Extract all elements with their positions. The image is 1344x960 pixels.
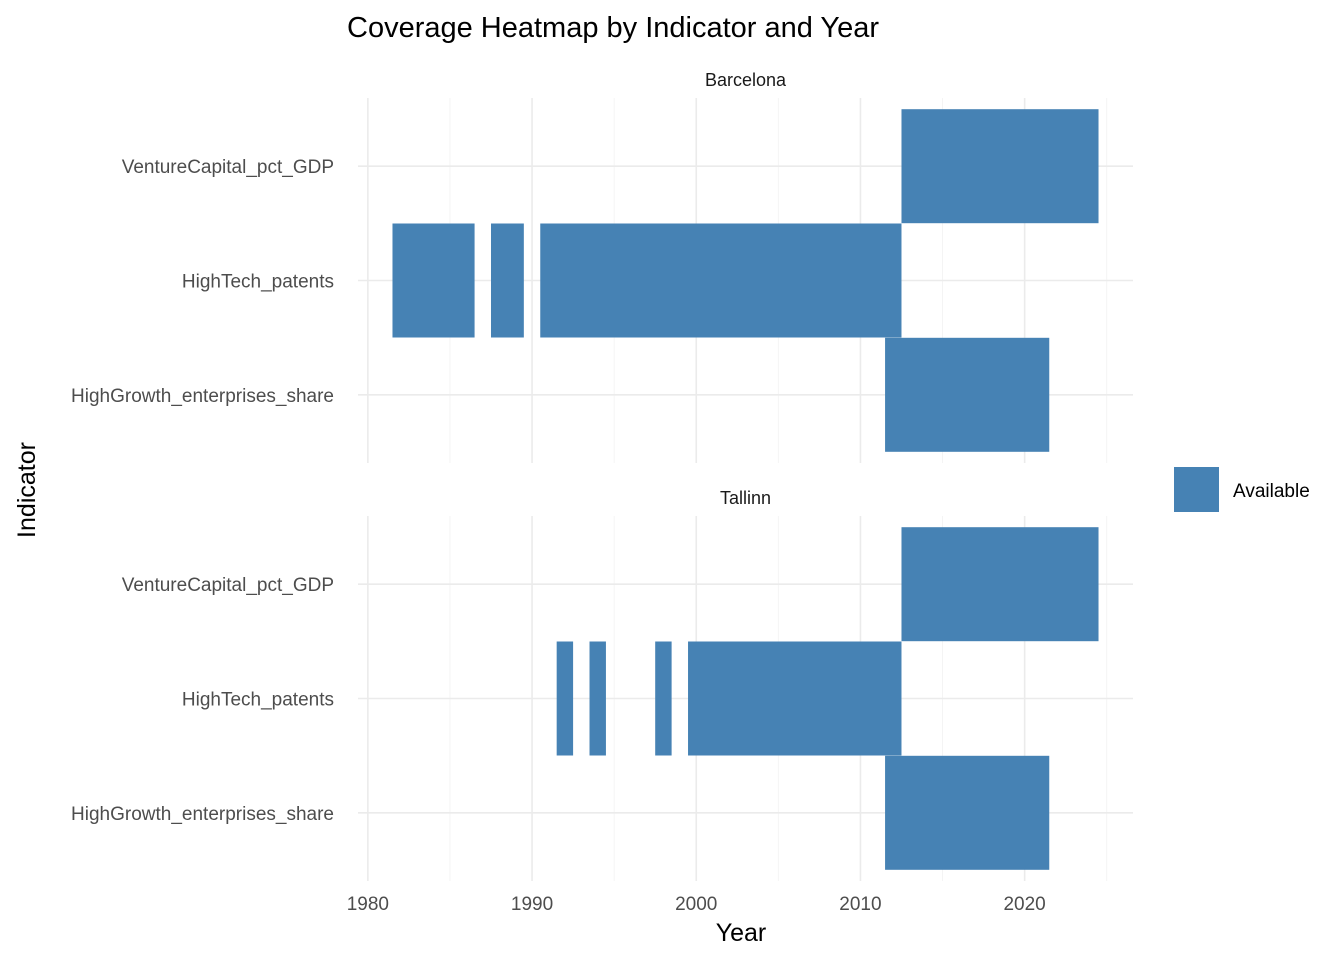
chart-title: Coverage Heatmap by Indicator and Year (347, 12, 879, 44)
facet-strip-label: Barcelona (705, 70, 787, 90)
y-tick-label: VentureCapital_pct_GDP (122, 157, 334, 178)
facet-panel-barcelona: Barcelona HighGrowth_enterprises_share Hig… (71, 70, 1133, 463)
facet-panels: Barcelona HighGrowth_enterprises_share Hig… (71, 70, 1133, 881)
x-tick-label: 1990 (511, 894, 553, 915)
legend-key (1174, 467, 1219, 512)
x-tick-label: 1980 (347, 894, 389, 915)
heatmap-tile (556, 641, 574, 756)
heatmap-tile (885, 337, 1050, 452)
legend-label: Available (1233, 481, 1310, 502)
y-tick-label: VentureCapital_pct_GDP (122, 575, 334, 596)
heatmap-tile (901, 109, 1099, 224)
y-tick-label: HighTech_patents (182, 272, 334, 293)
x-tick-label: 2000 (675, 894, 717, 915)
heatmap-tile (589, 641, 606, 756)
heatmap-tile (901, 527, 1099, 642)
facet-panel-tallinn: Tallinn HighGrowth_enterprises_share HighT… (71, 488, 1133, 881)
heatmap-tile (392, 223, 475, 338)
y-tick-label: HighGrowth_enterprises_share (71, 386, 334, 407)
y-tick-label: HighTech_patents (182, 690, 334, 711)
heatmap-tile (540, 223, 902, 338)
heatmap-tile (885, 755, 1050, 870)
y-axis-title: Indicator (13, 442, 41, 538)
x-axis: 1980 1990 2000 2010 2020 (347, 894, 1046, 915)
facet-strip-label: Tallinn (720, 488, 771, 508)
heatmap-tile (655, 641, 672, 756)
x-tick-label: 2010 (839, 894, 881, 915)
x-tick-label: 2020 (1003, 894, 1045, 915)
heatmap-tile (490, 223, 524, 338)
heatmap-tile (688, 641, 902, 756)
legend: Available (1174, 467, 1310, 512)
x-axis-title: Year (716, 919, 767, 947)
y-tick-label: HighGrowth_enterprises_share (71, 804, 334, 825)
